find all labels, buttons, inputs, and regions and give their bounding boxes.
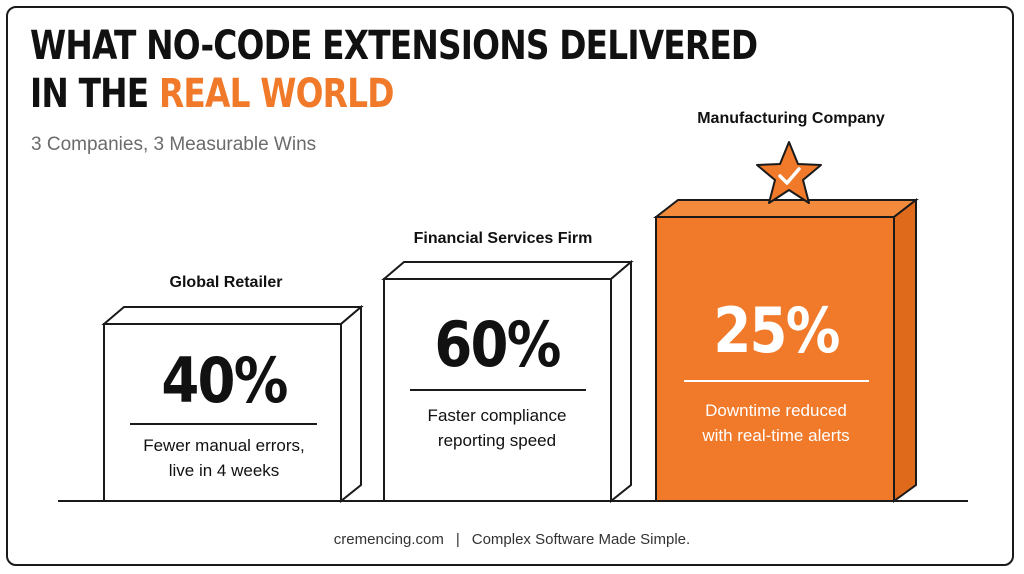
divider-manufacturing bbox=[684, 380, 869, 382]
footer-site: cremencing.com bbox=[333, 531, 444, 548]
metric-desc-global-retailer: Fewer manual errors, live in 4 weeks bbox=[143, 433, 305, 483]
desc-line-2: reporting speed bbox=[437, 431, 557, 450]
page-title: WHAT NO-CODE EXTENSIONS DELIVERED IN THE… bbox=[30, 22, 758, 118]
star-check-icon bbox=[756, 141, 822, 204]
title-line-2-plain: IN THE bbox=[30, 71, 159, 117]
footer-separator: | bbox=[455, 531, 460, 548]
metric-desc-manufacturing: Downtime reduced with real-time alerts bbox=[702, 398, 849, 448]
desc-line-1: Faster compliance bbox=[427, 406, 567, 425]
company-label-global-retailer: Global Retailer bbox=[169, 274, 283, 291]
slide-frame bbox=[6, 6, 1014, 566]
case-box-global-retailer bbox=[101, 304, 364, 504]
company-label-manufacturing: Manufacturing Company bbox=[697, 110, 885, 127]
desc-line-1: Downtime reduced bbox=[705, 401, 847, 420]
case-box-financial-services bbox=[381, 259, 634, 504]
footer-tagline: Complex Software Made Simple. bbox=[471, 531, 691, 548]
title-line-2-accent: REAL WORLD bbox=[158, 71, 394, 117]
case-box-manufacturing bbox=[653, 197, 919, 503]
desc-line-1: Fewer manual errors, bbox=[143, 436, 305, 455]
metric-value-financial-services: 60% bbox=[434, 308, 561, 381]
divider-global-retailer bbox=[130, 423, 317, 425]
metric-value-global-retailer: 40% bbox=[161, 344, 288, 417]
footer: cremencing.com | Complex Software Made Sim… bbox=[0, 531, 1024, 548]
company-label-financial-services: Financial Services Firm bbox=[413, 230, 593, 247]
metric-value-manufacturing: 25% bbox=[713, 294, 840, 367]
subtitle: 3 Companies, 3 Measurable Wins bbox=[31, 134, 317, 155]
desc-line-2: live in 4 weeks bbox=[168, 461, 280, 480]
desc-line-2: with real-time alerts bbox=[702, 426, 850, 445]
divider-financial-services bbox=[410, 389, 586, 391]
title-line-1: WHAT NO-CODE EXTENSIONS DELIVERED bbox=[30, 23, 758, 69]
metric-desc-financial-services: Faster compliance reporting speed bbox=[428, 403, 567, 453]
